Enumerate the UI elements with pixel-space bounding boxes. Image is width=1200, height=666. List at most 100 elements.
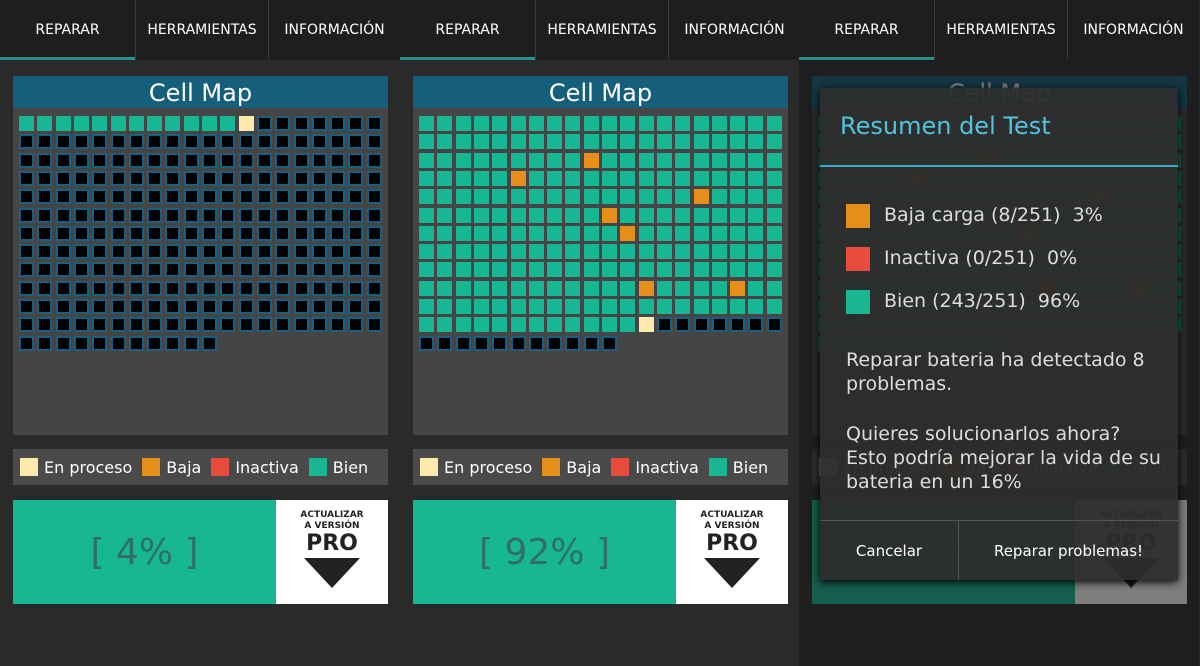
dialog-button[interactable]: Cancelar (855, 541, 923, 560)
cell (638, 170, 654, 186)
cell (110, 207, 126, 223)
cell (583, 152, 599, 168)
cell (293, 116, 309, 131)
cell (766, 207, 782, 223)
cell (528, 225, 544, 241)
cell (565, 299, 581, 314)
cell (437, 170, 453, 186)
button-divider (820, 520, 1178, 521)
cell (183, 170, 199, 186)
cell (92, 335, 108, 351)
cell (275, 317, 291, 333)
dialog-button[interactable]: Reparar problemas! (958, 521, 1178, 580)
cell (547, 116, 563, 131)
cell (147, 299, 163, 314)
cell (366, 170, 382, 186)
cell (110, 152, 126, 168)
cell (602, 207, 617, 223)
cell (73, 335, 89, 351)
cell (147, 317, 163, 333)
cell (19, 152, 34, 168)
cell-map (13, 108, 388, 435)
cell (473, 335, 489, 351)
cell (220, 207, 236, 223)
upgrade-line: A VERSIÓN (304, 521, 360, 531)
cell (19, 225, 34, 241)
cell (55, 189, 71, 205)
cell (473, 299, 489, 314)
cell (110, 116, 126, 131)
cell (92, 225, 108, 241)
cell (510, 317, 526, 333)
tab-indicator (0, 57, 135, 60)
cell (110, 299, 126, 314)
cell (92, 244, 108, 260)
cell (165, 170, 181, 186)
cell (748, 299, 764, 314)
cell (656, 299, 672, 314)
cell (492, 299, 508, 314)
upgrade-pro: PRO (706, 531, 758, 556)
cell (330, 262, 346, 278)
cell (55, 134, 71, 150)
cell (19, 262, 34, 278)
cell (730, 317, 746, 333)
cell (693, 244, 709, 260)
cell (19, 335, 34, 351)
cell (220, 170, 236, 186)
tab[interactable]: INFORMACIÓN (668, 0, 800, 60)
cell (565, 280, 581, 296)
tab[interactable]: INFORMACIÓN (268, 0, 400, 60)
cell (238, 152, 254, 168)
summary-swatch (846, 247, 870, 271)
legend-swatch (420, 458, 438, 476)
summary-swatch (846, 290, 870, 314)
cell (492, 170, 508, 186)
cell (348, 317, 364, 333)
upgrade-line: A VERSIÓN (704, 521, 760, 531)
cell (583, 134, 599, 150)
cell (220, 317, 236, 333)
cell (473, 170, 489, 186)
cell (510, 335, 526, 351)
tab[interactable]: REPARAR (400, 0, 535, 60)
progress: [ 92% ] (413, 500, 676, 604)
tab[interactable]: HERRAMIENTAS (934, 0, 1067, 60)
tab[interactable]: REPARAR (799, 0, 934, 60)
legend-swatch (211, 458, 230, 476)
tab[interactable]: REPARAR (0, 0, 135, 60)
cell (165, 207, 181, 223)
cell (165, 134, 181, 150)
arrow-down (704, 558, 760, 588)
cell (638, 299, 654, 314)
cell (183, 225, 199, 241)
cell (620, 152, 636, 168)
legend-swatch (308, 458, 327, 476)
cell (238, 134, 254, 150)
cell (147, 189, 163, 205)
cell (92, 207, 108, 223)
cell (675, 189, 691, 205)
cell (547, 299, 563, 314)
cell (256, 280, 272, 296)
cell (602, 244, 617, 260)
tab[interactable]: HERRAMIENTAS (135, 0, 268, 60)
cell (165, 317, 181, 333)
cell (128, 335, 144, 351)
cell (147, 262, 163, 278)
cell (366, 299, 382, 314)
cell (256, 244, 272, 260)
cell (510, 189, 526, 205)
cell (311, 225, 327, 241)
tab[interactable]: HERRAMIENTAS (535, 0, 668, 60)
tab[interactable]: INFORMACIÓN (1067, 0, 1199, 60)
cell (37, 244, 53, 260)
cell (437, 335, 453, 351)
cell (37, 262, 53, 278)
cell (656, 244, 672, 260)
cell (565, 134, 581, 150)
cell (419, 116, 434, 131)
